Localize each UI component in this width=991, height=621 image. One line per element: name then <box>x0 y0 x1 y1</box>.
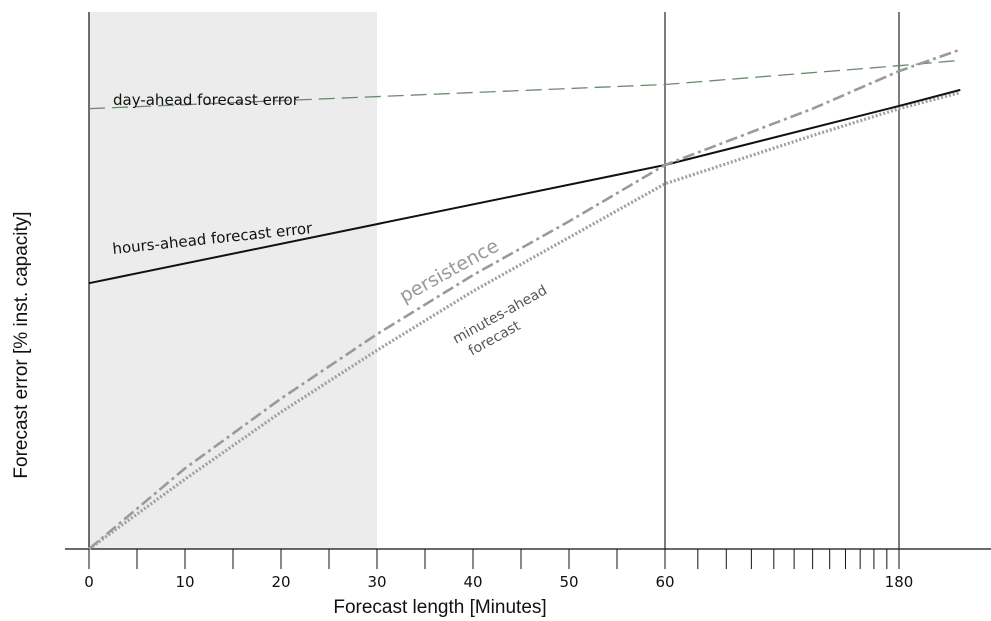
annotation-day-ahead: day-ahead forecast error <box>113 91 300 109</box>
series-lines <box>88 48 961 551</box>
x-tick-label: 40 <box>463 573 482 591</box>
x-axis-label: Forecast length [Minutes] <box>333 597 547 618</box>
x-ticks <box>88 549 900 569</box>
x-tick-label: 10 <box>175 573 194 591</box>
short-term-shaded-region <box>89 12 377 549</box>
x-tick-label: 180 <box>885 573 914 591</box>
series-dotted <box>88 91 961 551</box>
x-tick-label: 50 <box>559 573 578 591</box>
y-axis-label: Forecast error [% inst. capacity] <box>11 211 32 479</box>
x-tick-labels: 0 10 20 30 40 50 60 180 <box>84 573 913 591</box>
series-dashed <box>88 59 961 110</box>
annotation-persistence: persistence <box>396 235 503 308</box>
x-tick-label: 30 <box>367 573 386 591</box>
x-tick-label: 0 <box>84 573 94 591</box>
x-tick-label: 60 <box>655 573 674 591</box>
series-dash-dot <box>88 48 961 550</box>
reference-lines <box>664 12 900 549</box>
x-tick-label: 20 <box>271 573 290 591</box>
annotation-minutes-ahead: minutes-ahead forecast <box>450 280 562 363</box>
